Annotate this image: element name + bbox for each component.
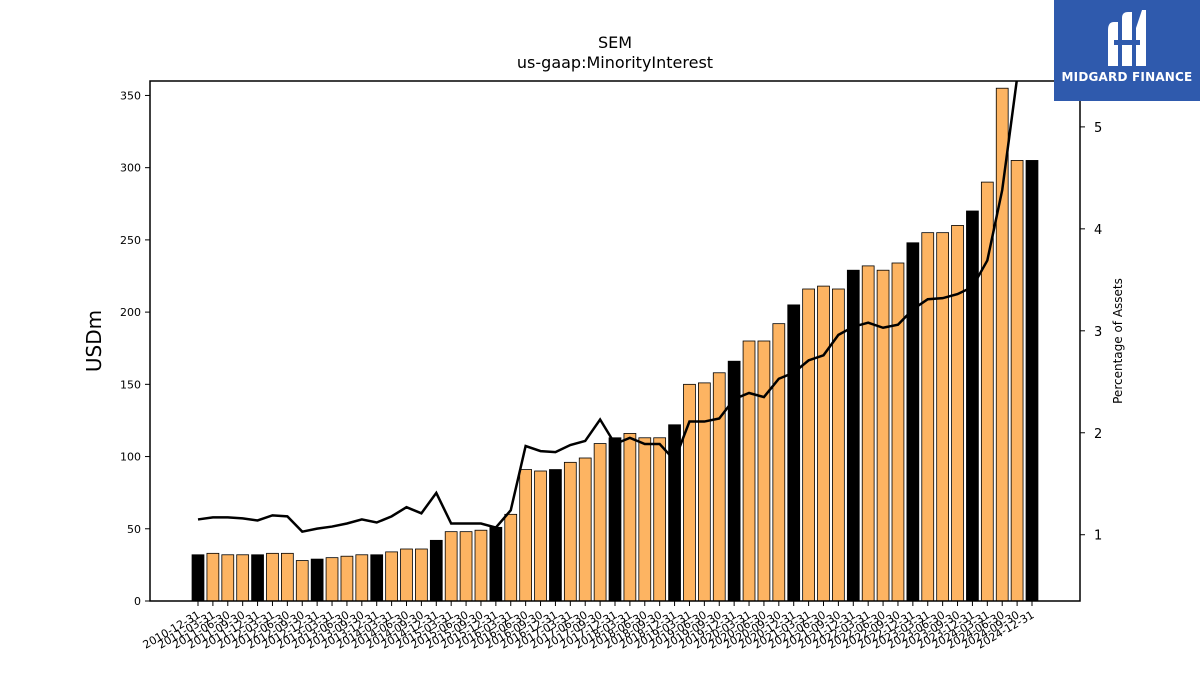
bar xyxy=(295,560,309,602)
y2-axis-label: Percentage of Assets xyxy=(1111,278,1125,404)
y-axis-label: USDm xyxy=(82,310,106,372)
y2-tick-label: 1 xyxy=(1094,529,1102,544)
bar xyxy=(370,554,384,602)
midgard-logo-icon xyxy=(1108,10,1146,66)
right-y-axis: 1 2 3 4 5 xyxy=(1080,121,1102,544)
bar-series xyxy=(191,87,1039,602)
y2-tick-label: 5 xyxy=(1094,121,1102,136)
bar xyxy=(251,554,264,602)
bar xyxy=(846,269,860,602)
bar xyxy=(429,539,443,602)
midgard-finance-logo: MIDGARD FINANCE xyxy=(1054,0,1200,101)
y2-tick-label: 4 xyxy=(1094,223,1102,238)
bar xyxy=(861,265,875,602)
bar xyxy=(206,552,220,602)
bar xyxy=(623,433,637,602)
left-y-axis: 0 50 100 150 200 250 300 350 xyxy=(120,89,150,608)
bar xyxy=(325,557,339,602)
bar xyxy=(787,304,801,602)
bar xyxy=(966,210,979,602)
y2-tick-label: 2 xyxy=(1094,427,1102,442)
bar xyxy=(712,372,726,602)
bar xyxy=(266,552,279,602)
bar xyxy=(474,529,488,602)
bar xyxy=(802,288,815,602)
bar xyxy=(444,531,458,602)
bar xyxy=(653,437,667,602)
bar xyxy=(534,470,547,602)
bar xyxy=(578,457,592,602)
bar xyxy=(876,269,890,602)
bar xyxy=(742,340,756,602)
y2-tick-label: 3 xyxy=(1094,325,1102,340)
bar xyxy=(817,285,830,602)
bar xyxy=(400,548,413,602)
y-tick-label: 150 xyxy=(120,378,141,391)
y-tick-label: 250 xyxy=(120,234,141,247)
bar xyxy=(236,554,250,602)
bar xyxy=(683,383,696,602)
bar xyxy=(280,552,294,602)
y-tick-label: 350 xyxy=(120,89,141,102)
bar xyxy=(310,558,324,602)
bar xyxy=(415,548,428,602)
y-tick-label: 200 xyxy=(120,306,141,319)
bar xyxy=(906,242,920,602)
bar xyxy=(504,513,518,602)
logo-text: MIDGARD FINANCE xyxy=(1061,70,1193,84)
x-axis: 2010-12-312011-03-312011-06-302011-09-30… xyxy=(141,601,1037,652)
bar xyxy=(489,526,503,602)
y-tick-label: 0 xyxy=(134,595,141,608)
line-series xyxy=(197,81,1018,534)
chart-title: SEM xyxy=(598,33,632,52)
bar xyxy=(563,461,577,602)
bar xyxy=(608,437,622,602)
bar xyxy=(340,555,354,602)
y-tick-label: 100 xyxy=(120,451,141,464)
bar xyxy=(459,531,473,602)
bar xyxy=(698,382,711,602)
bar xyxy=(519,469,533,602)
bar xyxy=(221,554,235,602)
bar xyxy=(593,443,607,602)
percentage-line xyxy=(197,81,1018,534)
bar xyxy=(921,232,935,602)
bar xyxy=(772,323,786,602)
y-tick-label: 50 xyxy=(127,523,141,536)
bar xyxy=(1025,160,1039,602)
bar xyxy=(891,262,905,602)
bar xyxy=(936,232,950,602)
chart-subtitle: us-gaap:MinorityInterest xyxy=(517,53,713,72)
bar xyxy=(757,340,771,602)
y-tick-label: 300 xyxy=(120,162,141,175)
bar xyxy=(1010,160,1024,602)
bar xyxy=(549,469,562,602)
bar xyxy=(638,437,652,602)
bar xyxy=(951,225,964,602)
bar xyxy=(385,551,398,602)
bar xyxy=(355,554,369,602)
bar xyxy=(191,554,205,602)
